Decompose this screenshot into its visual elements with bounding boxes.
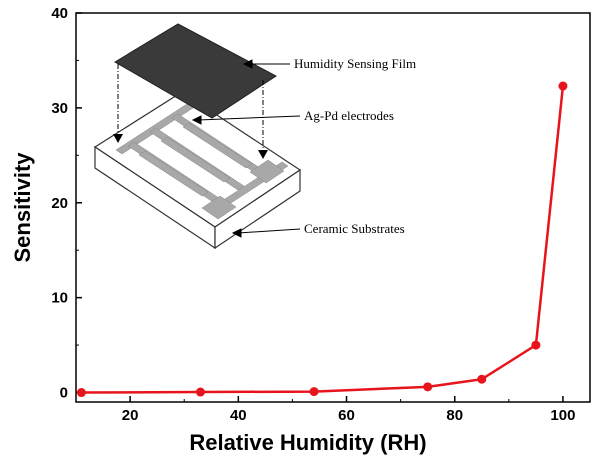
y-tick-label: 30	[51, 100, 68, 117]
data-point	[477, 374, 487, 384]
humidity-sensing-film	[114, 23, 277, 119]
sensor-schematic-inset: Humidity Sensing Film Ag-Pd electrodes C…	[93, 23, 416, 250]
y-tick-label: 20	[51, 195, 68, 212]
data-point	[531, 340, 541, 350]
projection-arrowheads	[113, 134, 268, 159]
x-axis-title: Relative Humidity (RH)	[189, 430, 426, 455]
data-point	[558, 81, 568, 91]
data-point	[423, 382, 433, 392]
x-tick-label: 80	[446, 407, 463, 424]
contact-pad-right	[249, 159, 285, 184]
projection-lines	[117, 64, 264, 152]
electrodes-label: Ag-Pd electrodes	[304, 108, 394, 123]
y-tick-label: 0	[60, 385, 68, 402]
x-tick-label: 60	[338, 407, 355, 424]
axes-group: 20 40 60 80 100 0 10 20 30 40 Relative Humidity (R…	[10, 5, 591, 455]
label-leader-lines	[191, 59, 301, 238]
ceramic-substrate-side-right	[214, 168, 301, 250]
data-point	[76, 388, 86, 398]
x-tick-label: 40	[230, 407, 247, 424]
plot-frame	[75, 12, 591, 403]
y-tick-label: 10	[51, 290, 68, 307]
x-tick-label: 20	[122, 407, 139, 424]
y-axis-title: Sensitivity	[10, 152, 35, 263]
data-point	[195, 387, 205, 397]
x-tick-label: 100	[550, 407, 575, 424]
series-group	[76, 81, 568, 398]
data-point	[309, 387, 319, 397]
film-label: Humidity Sensing Film	[294, 56, 416, 71]
substrate-label: Ceramic Substrates	[304, 221, 405, 236]
contact-pad-left	[201, 195, 237, 220]
y-tick-label: 40	[51, 5, 68, 22]
ag-pd-electrodes	[115, 101, 289, 220]
